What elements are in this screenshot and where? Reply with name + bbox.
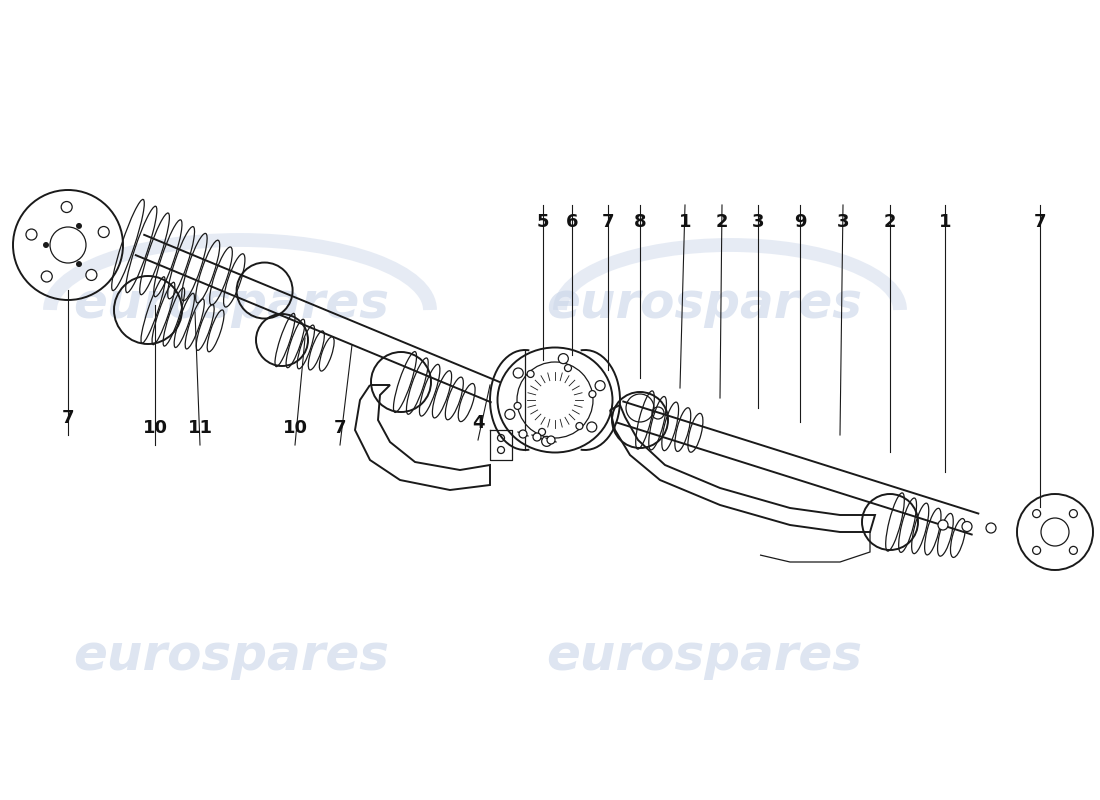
Text: 2: 2 <box>716 213 728 231</box>
Text: 7: 7 <box>62 409 75 427</box>
Text: eurospares: eurospares <box>73 280 389 328</box>
Circle shape <box>514 402 521 410</box>
Circle shape <box>43 242 50 248</box>
Text: 8: 8 <box>634 213 647 231</box>
Circle shape <box>539 429 546 435</box>
Circle shape <box>534 433 541 441</box>
Circle shape <box>588 390 596 398</box>
Circle shape <box>576 422 583 430</box>
Circle shape <box>938 520 948 530</box>
Circle shape <box>564 365 572 371</box>
Circle shape <box>505 410 515 419</box>
Circle shape <box>98 226 109 238</box>
Circle shape <box>1069 510 1077 518</box>
Text: eurospares: eurospares <box>546 280 862 328</box>
Text: 7: 7 <box>333 419 346 437</box>
Text: 1: 1 <box>679 213 691 231</box>
Circle shape <box>541 436 552 446</box>
Circle shape <box>1033 546 1041 554</box>
Circle shape <box>1033 510 1041 518</box>
Circle shape <box>76 223 82 229</box>
Text: 3: 3 <box>837 213 849 231</box>
Circle shape <box>26 229 37 240</box>
Text: 10: 10 <box>283 419 308 437</box>
Text: eurospares: eurospares <box>73 632 389 680</box>
Text: 9: 9 <box>794 213 806 231</box>
Circle shape <box>962 522 972 531</box>
Text: 7: 7 <box>602 213 614 231</box>
Text: 7: 7 <box>1034 213 1046 231</box>
Text: 5: 5 <box>537 213 549 231</box>
Circle shape <box>559 354 569 364</box>
Circle shape <box>586 422 597 432</box>
Text: 4: 4 <box>472 414 484 432</box>
Circle shape <box>1069 546 1077 554</box>
Circle shape <box>986 523 996 533</box>
Circle shape <box>86 270 97 281</box>
Text: 10: 10 <box>143 419 167 437</box>
Circle shape <box>595 381 605 390</box>
Text: 11: 11 <box>187 419 212 437</box>
Text: 1: 1 <box>938 213 952 231</box>
Text: 6: 6 <box>565 213 579 231</box>
Circle shape <box>519 430 527 438</box>
Circle shape <box>76 261 82 267</box>
Text: 3: 3 <box>751 213 764 231</box>
Circle shape <box>527 370 535 378</box>
Circle shape <box>42 271 53 282</box>
Circle shape <box>62 202 73 213</box>
Text: 2: 2 <box>883 213 896 231</box>
Circle shape <box>514 368 524 378</box>
Text: eurospares: eurospares <box>546 632 862 680</box>
Circle shape <box>547 436 556 444</box>
